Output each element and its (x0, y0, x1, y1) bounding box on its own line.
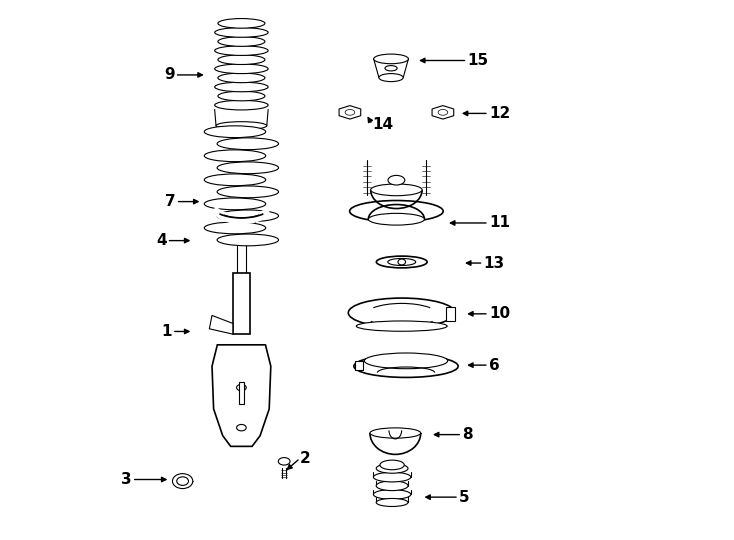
Ellipse shape (377, 481, 408, 491)
Text: 15: 15 (468, 53, 489, 68)
Ellipse shape (217, 186, 278, 198)
Ellipse shape (349, 298, 455, 327)
Bar (446, 307, 455, 321)
Text: 6: 6 (489, 357, 500, 373)
Ellipse shape (236, 384, 246, 391)
Text: 12: 12 (489, 106, 510, 121)
Ellipse shape (398, 259, 406, 265)
Polygon shape (339, 106, 360, 119)
Ellipse shape (214, 64, 268, 73)
Ellipse shape (214, 82, 268, 92)
Ellipse shape (217, 162, 278, 174)
Ellipse shape (216, 122, 266, 130)
Ellipse shape (278, 457, 290, 465)
Ellipse shape (377, 256, 427, 268)
Ellipse shape (214, 46, 268, 56)
Ellipse shape (374, 54, 408, 64)
Text: 1: 1 (161, 324, 172, 339)
Text: 10: 10 (489, 306, 510, 321)
Ellipse shape (217, 234, 278, 246)
Ellipse shape (377, 498, 408, 507)
Ellipse shape (177, 477, 189, 485)
Ellipse shape (354, 355, 458, 377)
Text: 2: 2 (300, 450, 311, 465)
Ellipse shape (364, 353, 448, 369)
Ellipse shape (380, 460, 404, 470)
Bar (233, 273, 250, 334)
Ellipse shape (349, 200, 443, 222)
Ellipse shape (371, 184, 422, 195)
Ellipse shape (204, 222, 266, 234)
Polygon shape (209, 315, 233, 334)
Bar (355, 361, 363, 370)
Ellipse shape (388, 259, 415, 266)
Ellipse shape (218, 18, 265, 28)
Text: 7: 7 (165, 194, 175, 209)
Ellipse shape (379, 73, 403, 82)
Ellipse shape (218, 91, 265, 101)
Ellipse shape (218, 37, 265, 46)
Ellipse shape (214, 28, 268, 37)
Text: 8: 8 (462, 427, 473, 442)
Polygon shape (432, 106, 454, 119)
Ellipse shape (374, 490, 411, 500)
Text: 11: 11 (489, 215, 510, 231)
Ellipse shape (204, 198, 266, 210)
Polygon shape (212, 345, 271, 447)
Ellipse shape (377, 464, 408, 473)
Ellipse shape (385, 65, 397, 71)
Ellipse shape (388, 176, 405, 185)
Ellipse shape (370, 428, 421, 438)
Text: 14: 14 (372, 117, 393, 132)
Ellipse shape (218, 55, 265, 64)
Ellipse shape (214, 100, 268, 110)
Ellipse shape (217, 138, 278, 150)
Text: 4: 4 (156, 233, 167, 248)
Ellipse shape (374, 472, 411, 482)
Ellipse shape (218, 73, 265, 83)
Ellipse shape (356, 321, 447, 331)
Ellipse shape (204, 174, 266, 186)
Ellipse shape (236, 424, 246, 431)
Ellipse shape (368, 213, 424, 225)
Ellipse shape (204, 150, 266, 161)
Text: 5: 5 (459, 490, 470, 505)
Text: 3: 3 (121, 472, 132, 487)
Text: 9: 9 (164, 68, 175, 83)
Ellipse shape (217, 210, 278, 222)
Text: 13: 13 (484, 255, 505, 271)
Ellipse shape (204, 126, 266, 138)
Ellipse shape (172, 474, 193, 489)
Bar (239, 382, 244, 403)
